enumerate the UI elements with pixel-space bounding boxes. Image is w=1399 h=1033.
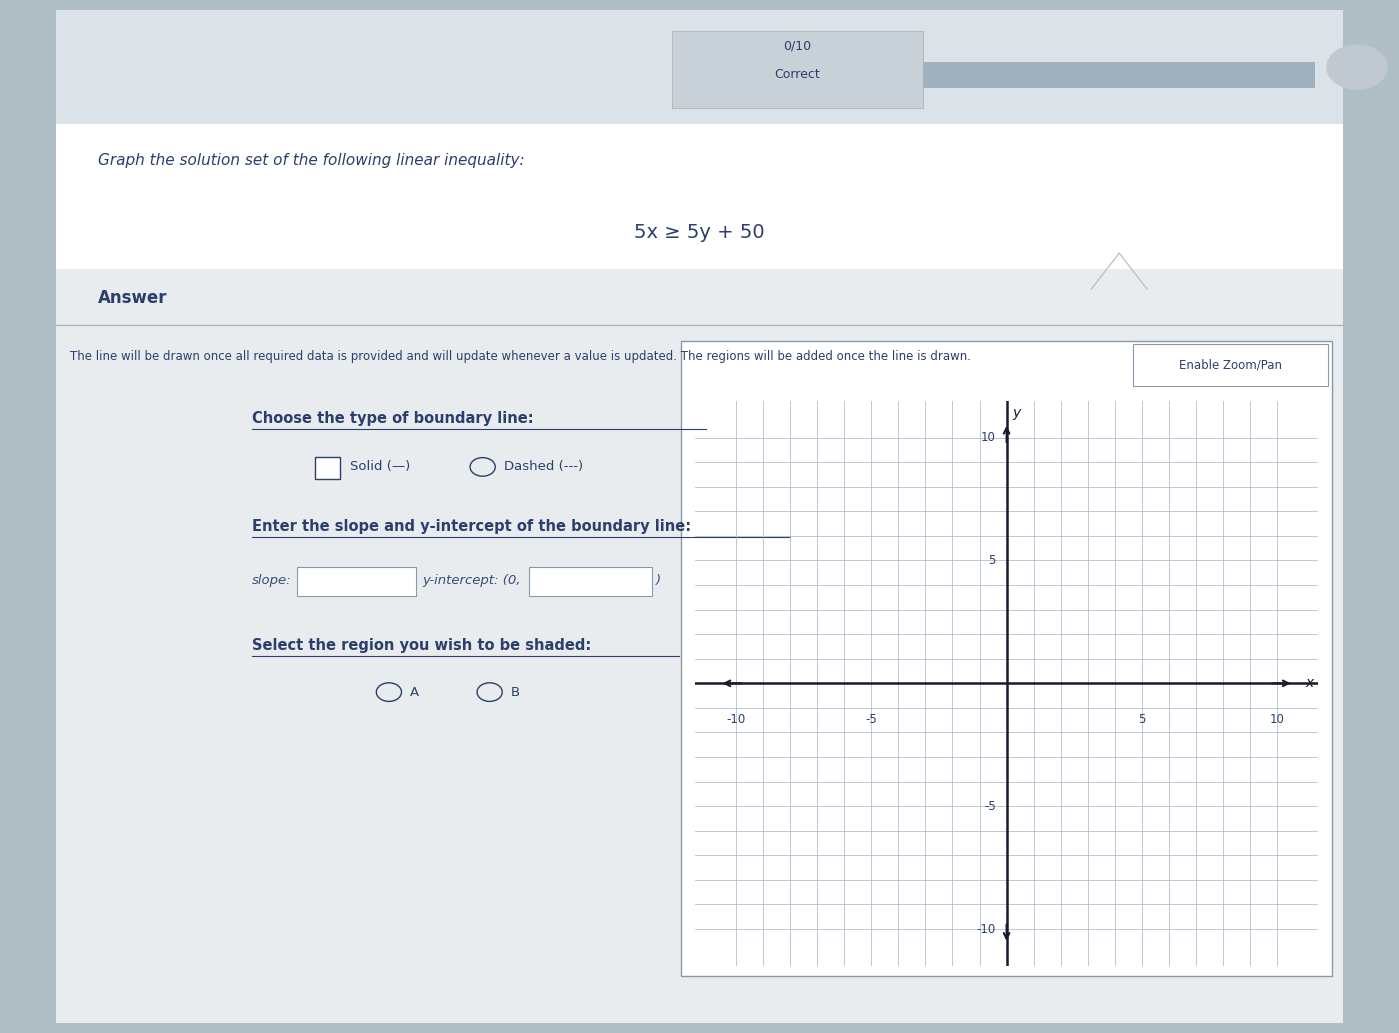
Text: Enter the slope and y-intercept of the boundary line:: Enter the slope and y-intercept of the b… [252,520,691,534]
FancyBboxPatch shape [315,457,340,479]
Text: slope:: slope: [252,574,291,587]
FancyBboxPatch shape [923,62,1315,88]
Text: Graph the solution set of the following linear inequality:: Graph the solution set of the following … [98,153,525,167]
FancyBboxPatch shape [529,567,652,596]
Text: Enable Zoom/Pan: Enable Zoom/Pan [1179,358,1281,372]
Text: 10: 10 [1270,713,1284,726]
FancyBboxPatch shape [56,10,1343,124]
Text: Dashed (---): Dashed (---) [504,461,583,473]
Text: x: x [1305,677,1314,690]
Text: B: B [511,686,520,698]
Text: A: A [410,686,420,698]
Text: -5: -5 [983,800,996,813]
FancyBboxPatch shape [681,341,1332,976]
Text: 5: 5 [988,554,996,567]
Text: Solid (—): Solid (—) [350,461,410,473]
Text: 5x ≥ 5y + 50: 5x ≥ 5y + 50 [634,223,765,242]
FancyBboxPatch shape [56,124,1343,269]
Text: -5: -5 [866,713,877,726]
Text: 5: 5 [1139,713,1146,726]
Text: Correct: Correct [775,68,820,81]
FancyBboxPatch shape [56,269,1343,325]
Text: 0/10: 0/10 [783,40,811,53]
Text: The line will be drawn once all required data is provided and will update whenev: The line will be drawn once all required… [70,350,971,363]
Text: ): ) [656,574,662,587]
FancyBboxPatch shape [56,325,1343,1023]
FancyBboxPatch shape [1133,344,1328,386]
FancyBboxPatch shape [297,567,416,596]
Text: Answer: Answer [98,288,168,307]
Circle shape [1326,44,1388,90]
Text: y: y [1011,406,1020,420]
Text: y-intercept: (0,: y-intercept: (0, [422,574,520,587]
Text: Choose the type of boundary line:: Choose the type of boundary line: [252,411,533,426]
FancyBboxPatch shape [672,31,923,108]
Text: Select the region you wish to be shaded:: Select the region you wish to be shaded: [252,638,590,653]
Text: -10: -10 [977,922,996,936]
Text: -10: -10 [726,713,746,726]
Text: 10: 10 [981,431,996,444]
